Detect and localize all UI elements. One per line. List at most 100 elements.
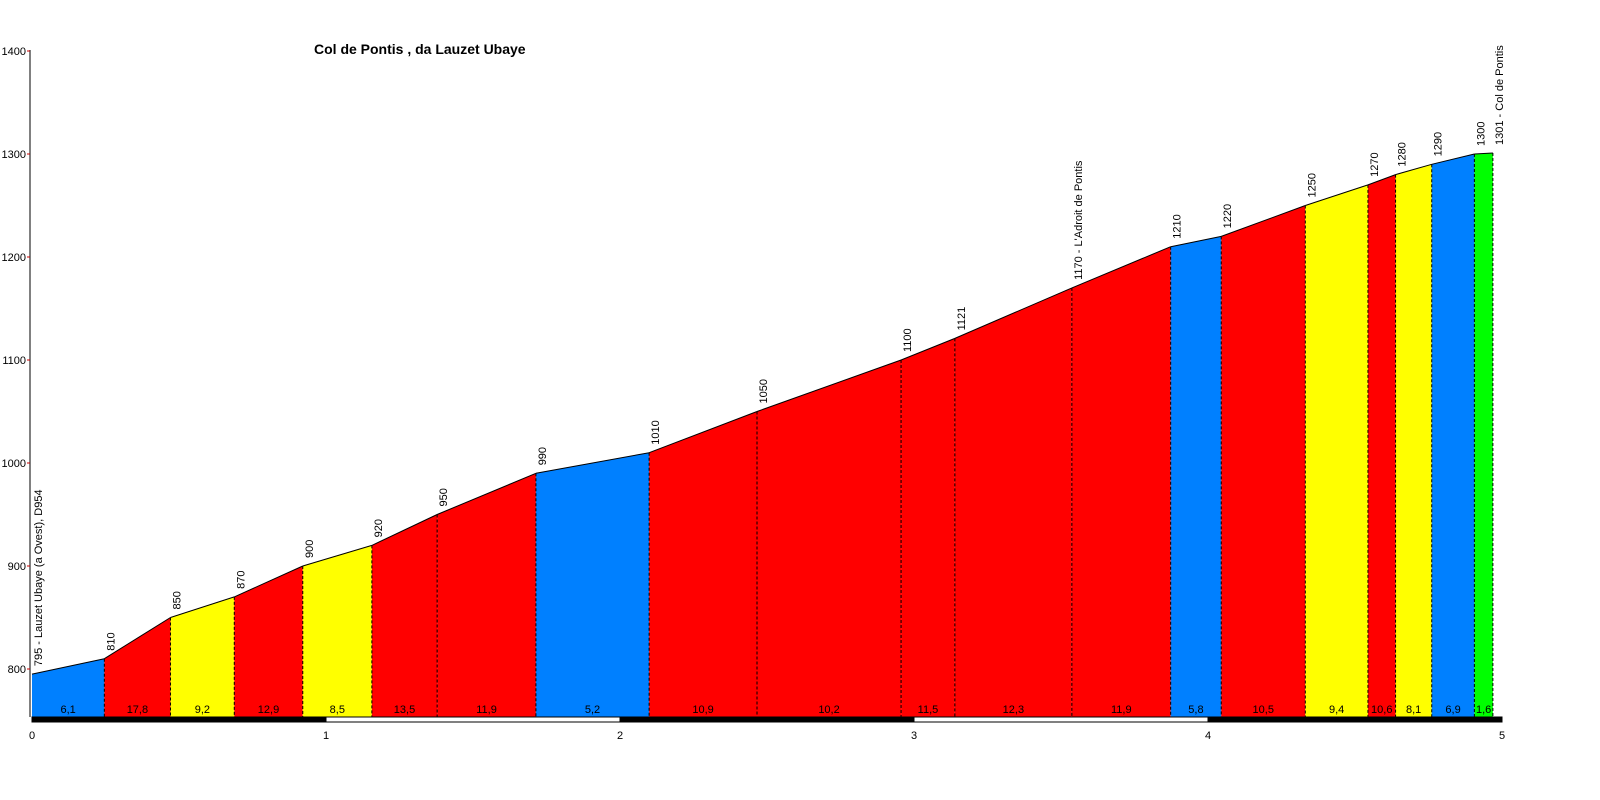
profile-segment: [104, 617, 171, 717]
profile-line: [535, 452, 650, 474]
profile-segment: [1395, 164, 1432, 718]
profile-line: [1071, 246, 1171, 289]
profile-line: [170, 596, 235, 618]
profile-segment: [1367, 174, 1396, 718]
gradient-label: 17,8: [127, 704, 148, 716]
profile-segment: [535, 452, 650, 717]
elevation-label: 1290: [1433, 132, 1445, 156]
gradient-label: 10,9: [692, 704, 713, 716]
elevation-label: 990: [537, 447, 549, 465]
y-tick-label: 800: [8, 664, 26, 676]
profile-line: [1367, 174, 1396, 186]
profile-line: [436, 472, 537, 515]
elevation-label: 850: [171, 591, 183, 609]
segments: [31, 152, 1494, 718]
profile-line: [648, 411, 758, 454]
elevation-label: 1220: [1222, 204, 1234, 228]
profile-line: [234, 565, 303, 598]
gradient-label: 10,2: [818, 704, 839, 716]
profile-line: [1395, 163, 1432, 176]
distance-bar-segment: [325, 716, 621, 723]
profile-line: [371, 514, 438, 546]
gradient-label: 9,4: [1329, 704, 1344, 716]
elevation-label: 900: [304, 540, 316, 558]
x-tick-label: 5: [1499, 730, 1505, 742]
profile-segment: [1071, 246, 1171, 717]
profile-line: [302, 544, 373, 567]
profile-line: [954, 287, 1073, 339]
elevation-label: 920: [373, 519, 385, 537]
elevation-label: 1100: [902, 328, 914, 352]
profile-segment: [1474, 152, 1493, 718]
gradient-label: 11,5: [918, 704, 939, 716]
gradient-label: 5,2: [585, 704, 600, 716]
elevation-label: 1280: [1397, 142, 1409, 166]
elevation-label: 950: [438, 488, 450, 506]
elevation-label: 1301 - Col de Pontis: [1494, 45, 1506, 145]
profile-segment: [302, 545, 372, 717]
x-tick-label: 1: [323, 730, 329, 742]
profile-segment: [901, 338, 955, 717]
x-tick-label: 0: [29, 730, 35, 742]
distance-bar-segment: [619, 716, 915, 723]
gradient-label: 5,8: [1188, 704, 1203, 716]
y-tick-label: 1000: [2, 458, 26, 470]
x-tick-label: 4: [1205, 730, 1211, 742]
x-tick-label: 2: [617, 730, 623, 742]
gradient-label: 11,9: [1111, 704, 1132, 716]
elevation-label: 1050: [758, 379, 770, 403]
distance-bar-segment: [31, 716, 327, 723]
gradient-label: 8,5: [330, 704, 345, 716]
profile-line: [1305, 184, 1369, 206]
elevation-label: 1010: [650, 420, 662, 444]
y-tick-label: 1300: [2, 149, 26, 161]
gradient-label: 10,6: [1371, 704, 1392, 716]
gradient-label: 10,5: [1253, 704, 1274, 716]
elevation-label: 1250: [1306, 173, 1318, 197]
gradient-label: 11,9: [476, 704, 497, 716]
gradient-label: 12,3: [1003, 704, 1024, 716]
profile-segment: [1221, 205, 1306, 717]
elevation-label: 1121: [956, 307, 968, 331]
y-tick-label: 1200: [2, 252, 26, 264]
profile-line: [31, 658, 105, 675]
y-tick-label: 1400: [2, 46, 26, 58]
profile-segment: [170, 596, 235, 717]
profile-line: [1431, 153, 1475, 165]
chart-title: Col de Pontis , da Lauzet Ubaye: [314, 41, 526, 57]
gradient-label: 9,2: [195, 704, 210, 716]
elevation-label: 1300: [1475, 122, 1487, 146]
gradient-label: 6,1: [61, 704, 76, 716]
x-tick-label: 3: [911, 730, 917, 742]
gradient-label: 8,1: [1406, 704, 1421, 716]
gradient-label: 1,6: [1476, 704, 1491, 716]
profile-segment: [234, 566, 303, 717]
profile-line: [104, 617, 171, 660]
profile-segment: [954, 287, 1072, 717]
profile-segment: [1305, 184, 1368, 717]
profile-line: [1474, 152, 1493, 155]
profile-segment: [371, 514, 438, 717]
profile-line: [900, 337, 956, 361]
elevation-label: 870: [235, 571, 247, 589]
profile-line: [1170, 235, 1222, 248]
profile-segment: [32, 658, 105, 717]
profile-segment: [649, 411, 758, 717]
y-tick-label: 1100: [2, 355, 26, 367]
gradient-label: 13,5: [394, 704, 415, 716]
profile-line: [756, 359, 902, 412]
elevation-label: 795 - Lauzet Ubaye (a Ovest), D954: [33, 489, 45, 666]
gradient-label: 12,9: [258, 704, 279, 716]
elevation-label: 1270: [1369, 152, 1381, 176]
profile-line: [1221, 205, 1306, 237]
distance-bar-segment: [1207, 716, 1503, 723]
elevation-label: 810: [105, 632, 117, 650]
profile-segment: [1170, 236, 1222, 717]
axes: 800 900 1000 1100 1200 1300 1400 0 1 2 3 4 5: [2, 46, 1506, 742]
profile-segment: [437, 473, 536, 717]
labels: 6,1 17,8 9,2 12,9 8,5 13,5 11,9 5,2 10,9 10,2 11,5…: [33, 45, 1506, 716]
elevation-label: 1210: [1172, 214, 1184, 238]
elevation-label: 1170 - L'Adroit de Pontis: [1073, 160, 1085, 280]
gradient-label: 6,9: [1445, 704, 1460, 716]
